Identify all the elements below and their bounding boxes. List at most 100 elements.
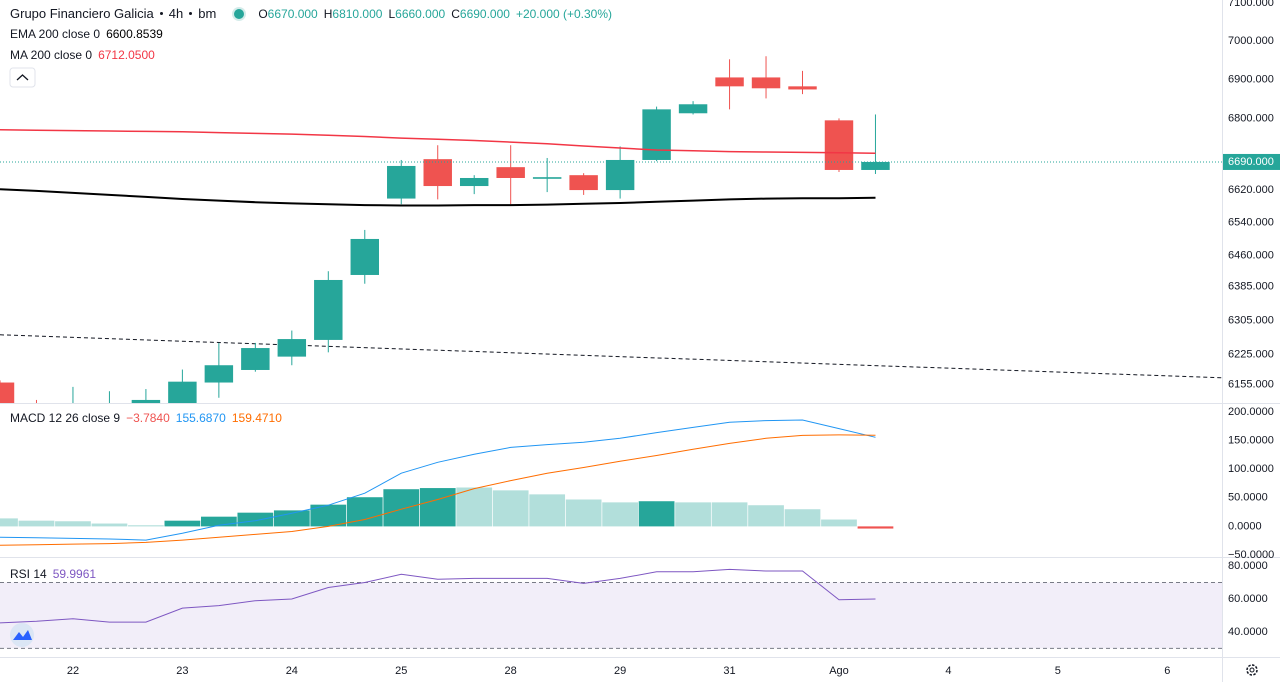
candle-body [168,381,197,403]
candle-body [387,165,416,199]
ohlc-key: L [388,6,396,21]
y-tick-label: 80.0000 [1228,560,1268,572]
rsi-title: RSI 14 [10,567,47,581]
ohlc-value: 6810.000 [332,6,383,21]
candle-body [678,104,708,114]
candle-body [350,238,380,275]
ohlc-item: O6670.000 [258,7,317,21]
interval: 4h [168,6,184,21]
macd-line [0,434,876,546]
y-tick-label: 6155.000 [1228,379,1274,391]
histogram-bar [18,520,55,527]
ohlc-value: 6660.000 [395,6,446,21]
histogram-bar [383,489,420,527]
y-tick-label: 6305.000 [1228,314,1274,326]
y-tick-label: 6800.000 [1228,112,1274,124]
candle-body [459,177,489,187]
histogram-bar [200,516,237,527]
x-tick-label: 28 [505,665,517,677]
candle-body [0,382,15,403]
candle-body [605,159,635,191]
moving-average-line [0,188,876,207]
y-tick-label: 6540.000 [1228,216,1274,228]
y-tick-label: 50.0000 [1228,492,1268,504]
ema-value: 6600.8539 [106,27,163,41]
histogram-bar [529,494,566,527]
ma-legend: MA 200 close 0 6712.0500 [10,48,155,62]
x-tick-label: 6 [1164,665,1170,677]
y-tick-label: 7100.000 [1228,0,1274,9]
rsi-line [0,568,876,624]
histogram-bar [419,488,456,527]
exchange: bm [198,6,217,21]
candle-body [314,279,343,340]
ohlc-item: H6810.000 [324,7,383,21]
rsi-value: 59.9961 [52,567,97,581]
ema-name: EMA 200 close 0 [10,27,101,41]
separator-dot [189,12,193,15]
candle-body [131,399,161,403]
candle-body [496,167,525,178]
x-tick-label: Ago [829,665,849,677]
ohlc-value: 6670.000 [267,6,318,21]
y-tick-label: 6460.000 [1228,249,1274,261]
candle-body [824,120,854,170]
candle-body [861,161,890,170]
x-tick-label: 31 [723,665,735,677]
ohlc-value: 6690.000 [459,6,510,21]
collapse-button[interactable] [9,67,36,88]
histogram-bar [55,521,91,527]
ma-value: 6712.0500 [98,48,155,62]
macd-title: MACD 12 26 close 9 [10,411,121,425]
y-tick-label: 100.0000 [1228,463,1274,475]
last-price-box [1223,153,1280,170]
trend-line [0,334,1222,379]
candle-body [642,109,671,160]
candle-body [751,77,781,89]
x-tick-label: 29 [614,665,626,677]
histogram-bar [128,525,164,527]
ohlc-key: O [258,6,268,21]
histogram-bar [602,502,638,527]
histogram-bar [164,520,201,527]
candle-body [569,175,598,191]
y-tick-label: 150.0000 [1228,434,1274,446]
y-tick-label: 6620.000 [1228,184,1274,196]
candle-body [715,77,744,87]
macd-pane [0,419,894,546]
histogram-bar [784,509,821,527]
y-tick-label: 6225.000 [1228,348,1274,360]
ohlc-item: L6660.000 [388,7,445,21]
histogram-bar [91,523,128,527]
histogram-bar [237,512,274,527]
settings-icon[interactable] [1246,664,1258,676]
macd-value: 155.6870 [175,411,226,425]
y-tick-label: −50.0000 [1228,549,1274,561]
rsi-pane [0,568,1222,649]
y-tick-label: 6900.000 [1228,73,1274,85]
ohlc-key: H [323,6,333,21]
ohlc-item: C6690.000 [451,7,510,21]
candle-body [241,348,270,370]
signal-value: 159.4710 [231,411,282,425]
market-status[interactable] [234,8,245,19]
histogram-bar [565,499,602,527]
histogram-bar [711,502,748,527]
x-tick-label: 24 [286,665,298,677]
x-tick-label: 25 [395,665,407,677]
y-tick-label: 40.0000 [1228,626,1268,638]
chevron-icon [16,74,29,81]
y-tick-label: 7000.000 [1228,35,1274,47]
logo[interactable] [10,623,34,647]
x-tick-label: 5 [1055,665,1061,677]
histogram-bar [675,502,711,527]
histogram-bar [0,518,18,527]
ema-legend: EMA 200 close 0 6600.8539 [10,27,163,41]
ohlc: O6670.000 H6810.000 L6660.000 C6690.000 [258,7,510,21]
candle-body [423,159,452,187]
candle-body [788,86,817,90]
ohlc-key: C [451,6,460,21]
histogram-bar [456,487,493,527]
